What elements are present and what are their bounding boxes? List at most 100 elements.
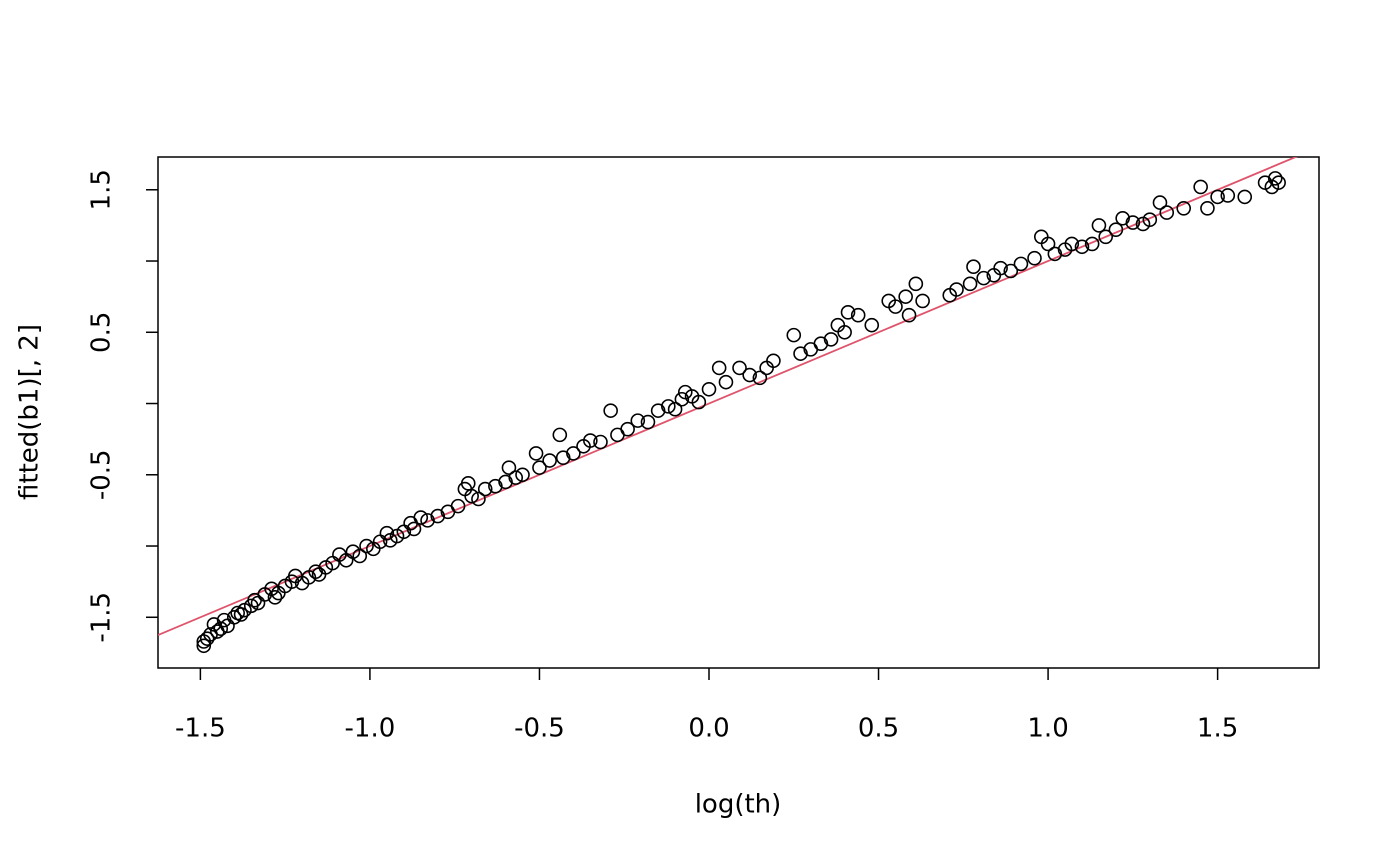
point [691, 394, 707, 410]
point [352, 548, 368, 564]
x-axis-label: log(th) [695, 790, 782, 820]
point [1271, 175, 1286, 190]
point [477, 481, 493, 497]
point [966, 259, 981, 275]
point [1267, 171, 1283, 186]
y-tick-label: 0.5 [87, 312, 117, 353]
point [1040, 236, 1056, 252]
point [267, 590, 283, 605]
point [888, 299, 903, 314]
point [1003, 263, 1019, 279]
point [555, 450, 571, 465]
point [667, 401, 683, 417]
point [1142, 212, 1158, 227]
point [501, 460, 517, 475]
point [1115, 210, 1130, 226]
point [1152, 195, 1168, 210]
point [528, 446, 544, 461]
y-tick-label: -0.5 [87, 449, 117, 500]
y-tick-label: 1.5 [87, 169, 117, 210]
point [1237, 189, 1253, 205]
point [515, 467, 530, 483]
point [711, 360, 727, 376]
point [1091, 218, 1107, 233]
point [1013, 256, 1029, 272]
point [593, 434, 608, 450]
point [196, 638, 212, 654]
x-tick-label: 1.0 [1027, 714, 1068, 744]
point [233, 607, 249, 622]
point [583, 433, 598, 448]
x-tick-label: -1.0 [345, 714, 396, 744]
point [1074, 239, 1090, 255]
point [508, 470, 524, 485]
point [450, 498, 466, 514]
point [949, 282, 964, 297]
point [661, 399, 676, 414]
point [993, 260, 1008, 276]
point [379, 525, 395, 541]
point [650, 403, 666, 418]
point [1064, 236, 1080, 252]
point [752, 370, 768, 386]
point [813, 336, 829, 351]
point [766, 353, 781, 369]
point [406, 521, 422, 537]
point [420, 513, 435, 528]
point [471, 491, 486, 507]
point [864, 317, 880, 333]
point [674, 391, 690, 407]
point [413, 510, 429, 525]
point [566, 446, 581, 461]
point [1159, 205, 1175, 220]
point [850, 307, 866, 323]
point [732, 360, 747, 376]
point [1098, 229, 1114, 245]
point [226, 609, 242, 625]
point [603, 403, 618, 418]
point [908, 276, 924, 292]
point [1027, 250, 1042, 266]
points-layer [196, 171, 1286, 654]
point [962, 276, 978, 292]
point [1210, 189, 1225, 205]
point [976, 270, 991, 286]
reference-line [158, 157, 1298, 636]
x-tick-label: 0.0 [688, 714, 729, 744]
point [308, 564, 323, 579]
reference-layer [158, 157, 1298, 636]
point [640, 414, 656, 430]
point [552, 427, 568, 443]
point [1200, 200, 1215, 216]
point [430, 508, 446, 524]
point [898, 289, 913, 304]
point [1047, 246, 1063, 262]
point [532, 460, 547, 475]
point [718, 374, 734, 390]
point [1125, 215, 1141, 230]
point [498, 474, 513, 490]
point [542, 453, 557, 468]
y-tick-label: -1.5 [87, 592, 117, 643]
point [793, 346, 808, 361]
point [1220, 188, 1236, 203]
point [823, 332, 839, 347]
point [901, 307, 917, 323]
point [840, 305, 856, 320]
point [1176, 200, 1192, 216]
point [701, 381, 717, 397]
point [213, 621, 229, 636]
point [1193, 179, 1208, 195]
point [1084, 236, 1100, 252]
x-tick-label: -1.5 [175, 714, 226, 744]
x-tick-label: 1.5 [1197, 714, 1238, 744]
point [199, 631, 215, 646]
point [464, 488, 479, 504]
y-axis-label: fitted(b1)[, 2] [15, 324, 45, 500]
point [488, 478, 503, 494]
point [786, 327, 802, 343]
point [359, 538, 374, 554]
point [837, 324, 852, 340]
point [620, 421, 635, 437]
